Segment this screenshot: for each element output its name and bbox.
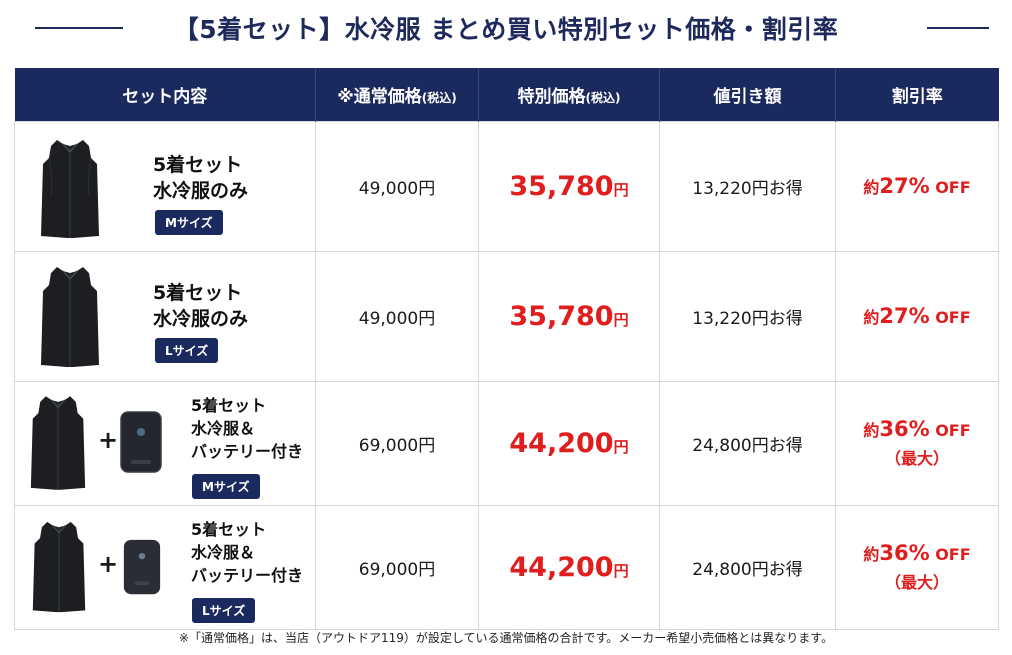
set-description: 5着セット 水冷服のみ [153, 281, 249, 330]
discount-cell: 24,800円お得 [659, 380, 836, 506]
table-row: + 5着セット 水冷服＆ バッテリー付き Mサイ [14, 380, 999, 506]
battery-icon [121, 538, 163, 600]
discount-cell: 24,800円お得 [659, 504, 836, 630]
plus-sign: + [98, 425, 119, 454]
vest-icon [39, 138, 101, 240]
battery-icon [119, 410, 163, 478]
header-content: セット内容 [14, 68, 316, 121]
set-content-cell: 5着セット 水冷服のみ Mサイズ [14, 120, 316, 252]
table-row: 5着セット 水冷服のみ Lサイズ 49,000円 35,780円 13,220円… [14, 250, 999, 382]
header-regular: ※通常価格(税込) [315, 68, 479, 121]
page-title: 【5着セット】水冷服 まとめ買い特別セット価格・割引率 [173, 15, 839, 44]
rate-cell: 約27% OFF [835, 250, 999, 382]
size-badge: Mサイズ [192, 473, 260, 499]
set-content-cell: 5着セット 水冷服のみ Lサイズ [14, 250, 316, 382]
size-badge: Mサイズ [155, 209, 223, 235]
title-divider-left [35, 27, 123, 29]
title-divider-right [927, 27, 989, 29]
set-description: 5着セット 水冷服＆ バッテリー付き [191, 519, 304, 585]
table-row: + 5着セット 水冷服＆ バッテリー付き Lサイズ [14, 504, 999, 630]
special-price-cell: 44,200円 [478, 380, 660, 506]
discount-cell: 13,220円お得 [659, 120, 836, 252]
header-discount: 値引き額 [659, 68, 836, 121]
size-badge: Lサイズ [192, 597, 256, 623]
regular-price-cell: 49,000円 [315, 250, 479, 382]
size-badge: Lサイズ [155, 337, 219, 363]
price-table: セット内容 ※通常価格(税込) 特別価格(税込) 値引き額 割引率 [14, 68, 999, 630]
footnote: ※「通常価格」は、当店（アウトドア119）が設定している通常価格の合計です。メー… [178, 631, 834, 645]
header-rate: 割引率 [835, 68, 999, 121]
table-header-row: セット内容 ※通常価格(税込) 特別価格(税込) 値引き額 割引率 [14, 68, 999, 121]
title-row: 【5着セット】水冷服 まとめ買い特別セット価格・割引率 [0, 0, 1012, 56]
rate-cell: 約36% OFF （最大） [835, 380, 999, 506]
rate-cell: 約36% OFF （最大） [835, 504, 999, 630]
regular-price-cell: 69,000円 [315, 380, 479, 506]
set-description: 5着セット 水冷服＆ バッテリー付き [191, 395, 304, 461]
vest-icon [39, 265, 101, 369]
discount-cell: 13,220円お得 [659, 250, 836, 382]
regular-price-cell: 69,000円 [315, 504, 479, 630]
table-row: 5着セット 水冷服のみ Mサイズ 49,000円 35,780円 13,220円… [14, 120, 999, 252]
special-price-cell: 35,780円 [478, 120, 660, 252]
rate-cell: 約27% OFF [835, 120, 999, 252]
regular-price-cell: 49,000円 [315, 120, 479, 252]
plus-sign: + [98, 549, 119, 578]
vest-icon [29, 391, 87, 495]
set-content-cell: + 5着セット 水冷服＆ バッテリー付き Mサイ [14, 380, 316, 506]
special-price-cell: 35,780円 [478, 250, 660, 382]
set-content-cell: + 5着セット 水冷服＆ バッテリー付き Lサイズ [14, 504, 316, 630]
set-description: 5着セット 水冷服のみ [153, 153, 249, 202]
vest-icon [31, 517, 87, 617]
header-special: 特別価格(税込) [478, 68, 660, 121]
special-price-cell: 44,200円 [478, 504, 660, 630]
